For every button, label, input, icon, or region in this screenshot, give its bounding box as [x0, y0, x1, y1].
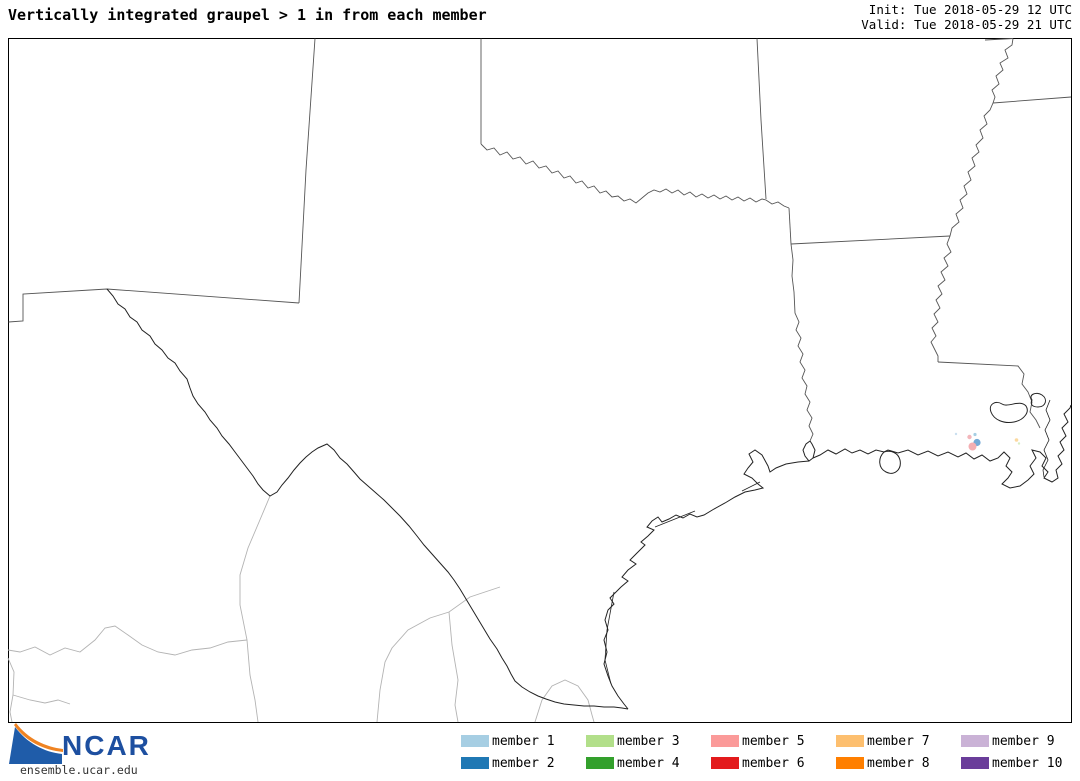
legend-label-member-8: member 8: [867, 755, 930, 771]
legend-label-member-2: member 2: [492, 755, 555, 771]
graupel-speck-member-3: [1017, 442, 1021, 445]
ncar-swoosh-icon: [9, 723, 63, 764]
graupel-speck-member-1: [973, 432, 977, 437]
legend-item-member-1: member 1: [461, 730, 586, 752]
graupel-speck-member-5: [967, 434, 972, 440]
map-frame: [8, 38, 1072, 723]
ncar-logo: NCAR ensemble.ucar.edu: [6, 722, 226, 780]
legend-swatch-member-9: [961, 735, 989, 747]
legend-swatch-member-1: [461, 735, 489, 747]
legend-item-member-2: member 2: [461, 752, 586, 774]
legend-item-member-8: member 8: [836, 752, 961, 774]
graupel-speck-member-7: [1014, 438, 1019, 442]
state-borders: [8, 38, 1072, 442]
legend-swatch-member-6: [711, 757, 739, 769]
init-time: Init: Tue 2018-05-29 12 UTC: [868, 2, 1072, 17]
legend-swatch-member-8: [836, 757, 864, 769]
page-title: Vertically integrated graupel > 1 in fro…: [8, 6, 487, 24]
site-url[interactable]: ensemble.ucar.edu: [20, 763, 138, 777]
legend-label-member-9: member 9: [992, 733, 1055, 749]
legend-swatch-member-5: [711, 735, 739, 747]
legend-item-member-3: member 3: [586, 730, 711, 752]
legend-swatch-member-10: [961, 757, 989, 769]
legend-label-member-1: member 1: [492, 733, 555, 749]
ncar-wordmark: NCAR: [62, 730, 151, 761]
legend-item-member-4: member 4: [586, 752, 711, 774]
legend-item-member-7: member 7: [836, 730, 961, 752]
run-timestamps: Init: Tue 2018-05-29 12 UTC Valid: Tue 2…: [861, 2, 1072, 32]
legend-label-member-6: member 6: [742, 755, 805, 771]
legend-item-member-10: member 10: [961, 752, 1080, 774]
valid-time: Valid: Tue 2018-05-29 21 UTC: [861, 16, 1072, 32]
graupel-speck-member-5: [968, 442, 977, 451]
legend-swatch-member-2: [461, 757, 489, 769]
legend-swatch-member-3: [586, 735, 614, 747]
member-legend: member 1 member 2 member 3 member 4 memb…: [461, 730, 1080, 774]
legend-item-member-5: member 5: [711, 730, 836, 752]
coastline-and-rio-grande: [106, 288, 1072, 710]
legend-item-member-6: member 6: [711, 752, 836, 774]
graupel-overlay-layer: [954, 432, 1021, 451]
graupel-speck-member-1: [954, 432, 958, 436]
legend-swatch-member-7: [836, 735, 864, 747]
legend-label-member-7: member 7: [867, 733, 930, 749]
legend-label-member-4: member 4: [617, 755, 680, 771]
legend-label-member-10: member 10: [992, 755, 1063, 771]
legend-item-member-9: member 9: [961, 730, 1080, 752]
legend-label-member-3: member 3: [617, 733, 680, 749]
legend-swatch-member-4: [586, 757, 614, 769]
legend-label-member-5: member 5: [742, 733, 805, 749]
